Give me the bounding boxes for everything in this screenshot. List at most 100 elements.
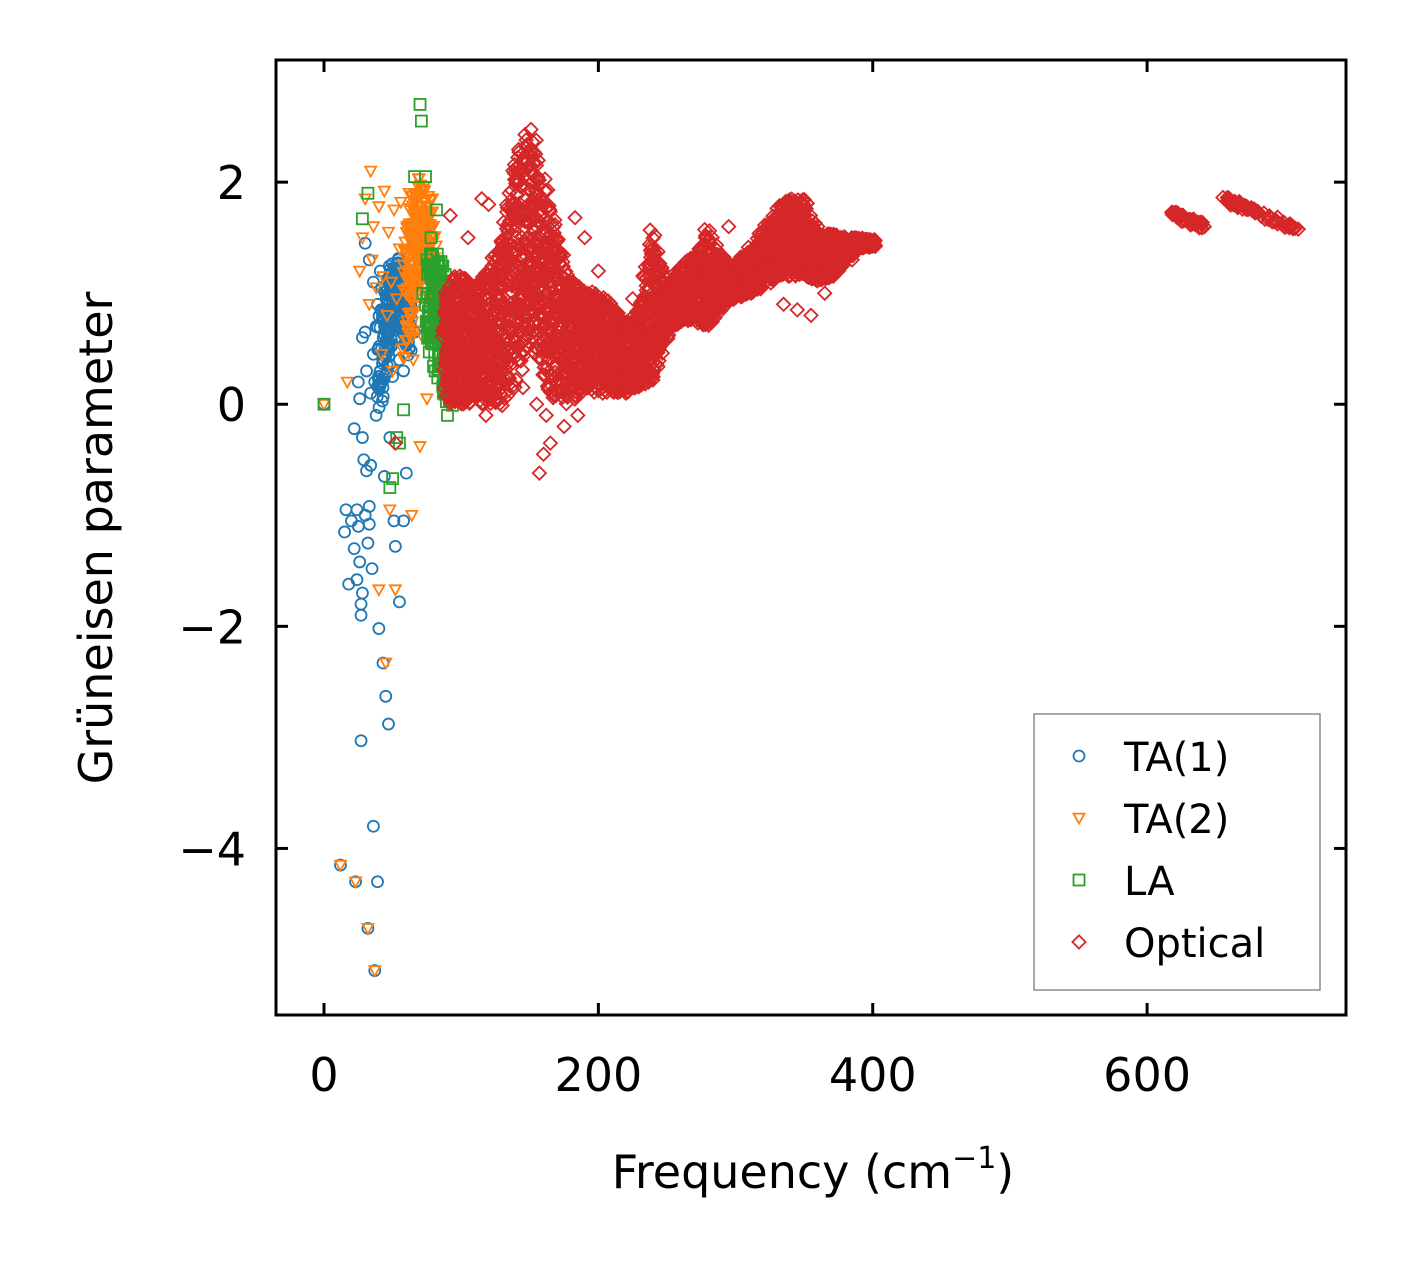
data-point <box>392 243 407 257</box>
data-point <box>546 310 562 327</box>
data-point <box>402 265 417 278</box>
data-point <box>504 284 520 301</box>
data-point <box>524 134 541 150</box>
data-point <box>365 562 379 575</box>
data-point <box>376 381 390 394</box>
data-point <box>377 185 392 199</box>
data-point <box>523 143 540 160</box>
data-point <box>487 394 504 411</box>
data-point <box>366 819 380 833</box>
data-point <box>420 253 434 267</box>
data-point <box>641 271 658 288</box>
data-point <box>520 213 537 229</box>
data-point <box>531 172 548 188</box>
data-point <box>823 230 840 247</box>
data-point <box>684 274 701 291</box>
data-point <box>701 231 717 248</box>
data-point <box>522 181 538 198</box>
data-point <box>711 249 728 266</box>
data-point <box>397 514 410 528</box>
data-point <box>425 193 440 207</box>
data-point <box>353 392 367 406</box>
data-point <box>650 332 667 349</box>
data-point <box>369 282 384 295</box>
data-point <box>495 214 512 231</box>
data-point <box>556 343 573 360</box>
data-point <box>372 622 386 635</box>
data-point <box>651 255 668 272</box>
data-point <box>367 965 382 978</box>
data-point <box>541 332 558 349</box>
data-point <box>413 98 427 111</box>
data-point <box>478 314 495 331</box>
data-point <box>513 344 529 361</box>
data-point <box>797 260 814 277</box>
data-point <box>781 201 798 218</box>
data-point <box>402 187 417 201</box>
series-optical <box>387 121 1307 481</box>
data-point <box>607 302 624 319</box>
data-point <box>401 307 416 321</box>
data-point <box>316 398 332 412</box>
data-point <box>694 280 711 296</box>
data-point <box>529 286 545 303</box>
data-point <box>470 380 487 397</box>
data-point <box>379 320 393 333</box>
data-point <box>361 536 375 550</box>
data-point <box>508 205 525 222</box>
data-point <box>471 359 488 376</box>
data-point <box>512 173 529 190</box>
data-point <box>493 233 510 249</box>
data-point <box>584 375 601 392</box>
data-point <box>403 282 418 295</box>
data-point <box>438 355 454 371</box>
data-point <box>596 354 613 371</box>
data-point <box>463 324 480 340</box>
data-point <box>362 517 376 531</box>
data-point <box>504 324 521 341</box>
data-point <box>737 286 754 303</box>
data-point <box>416 286 430 300</box>
data-point <box>774 262 791 279</box>
data-point <box>354 597 368 611</box>
data-point <box>362 500 376 513</box>
data-point <box>388 584 403 598</box>
data-point <box>529 172 545 188</box>
data-point <box>751 279 768 295</box>
data-point <box>518 230 535 247</box>
data-point <box>396 260 411 273</box>
data-point <box>440 378 457 394</box>
data-point <box>645 252 661 269</box>
data-point <box>572 381 589 398</box>
data-point <box>362 299 377 312</box>
data-point <box>643 343 660 360</box>
data-point <box>571 278 587 295</box>
data-point <box>348 876 363 890</box>
data-point <box>533 214 549 231</box>
data-point <box>688 299 704 316</box>
data-point <box>511 258 528 275</box>
data-point <box>646 227 663 244</box>
data-point <box>397 403 410 417</box>
data-point <box>546 386 563 403</box>
data-point <box>751 243 768 260</box>
data-point <box>409 208 424 222</box>
data-point <box>416 197 431 210</box>
data-point <box>364 458 378 472</box>
data-point <box>441 380 458 397</box>
data-point <box>355 232 370 246</box>
data-point <box>347 542 361 556</box>
data-point <box>424 231 438 245</box>
data-point <box>388 539 402 553</box>
data-point <box>736 282 753 299</box>
data-point <box>333 859 348 873</box>
data-point <box>371 201 386 214</box>
data-point <box>442 311 458 328</box>
data-point <box>739 245 756 262</box>
data-point <box>591 360 608 377</box>
data-point <box>539 214 556 231</box>
data-point <box>397 351 412 365</box>
data-point <box>635 304 652 321</box>
data-point <box>825 268 842 285</box>
data-point <box>634 320 650 337</box>
